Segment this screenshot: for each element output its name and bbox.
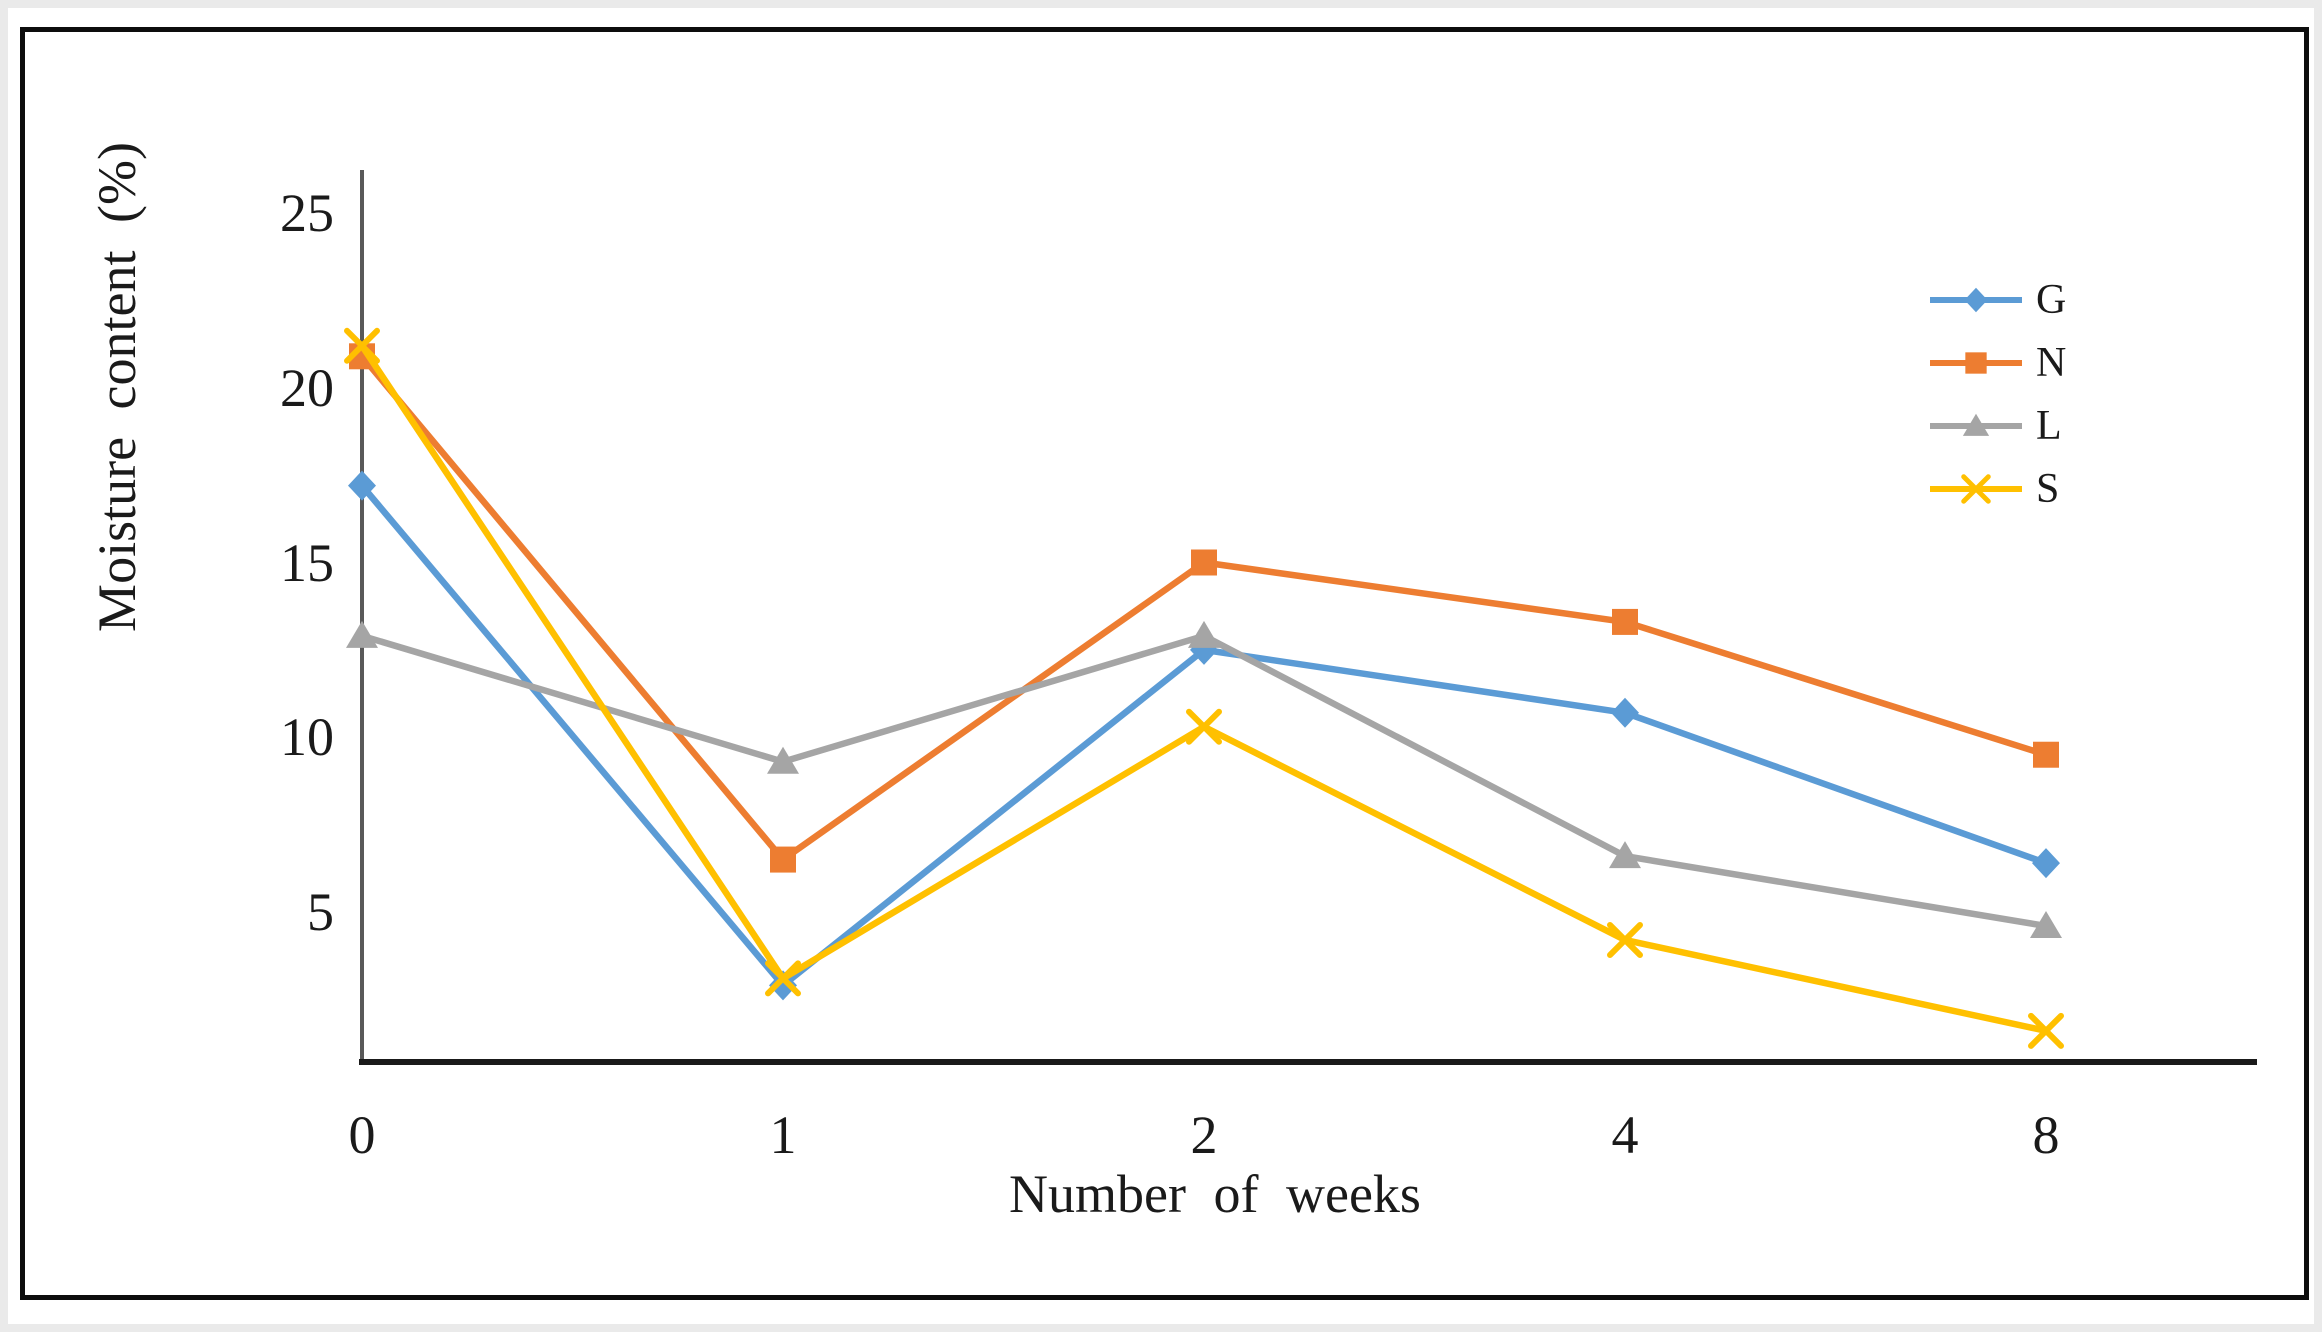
legend-key-S: [1930, 473, 2022, 504]
marker-x: [2028, 1012, 2064, 1049]
x-tick-1: 1: [769, 1105, 797, 1165]
series-S-line: [358, 342, 2050, 1035]
marker-square: [770, 846, 796, 873]
marker-diamond: [1964, 287, 1988, 312]
marker-x: [765, 960, 801, 997]
series-S: [344, 327, 2064, 1049]
x-tick-0: 0: [348, 1105, 376, 1165]
legend-label-N: N: [2036, 339, 2067, 386]
y-tick-25: 25: [280, 183, 334, 243]
legend-item-L: L: [1928, 394, 2066, 457]
marker-triangle: [2030, 910, 2062, 938]
legend-key-G: [1930, 287, 2022, 312]
marker-triangle: [1188, 620, 1220, 648]
series-G: [348, 470, 2060, 1001]
series-N: [349, 343, 2059, 873]
legend-item-S: S: [1928, 457, 2066, 520]
marker-diamond: [1611, 697, 1639, 728]
marker-diamond: [2032, 848, 2060, 879]
marker-triangle: [767, 746, 799, 774]
y-tick-5: 5: [307, 882, 334, 942]
legend-key-N: [1930, 351, 2022, 374]
series-L: [346, 620, 2062, 938]
legend-item-N: N: [1928, 331, 2066, 394]
marker-square: [1612, 608, 1638, 635]
marker-square: [2033, 741, 2059, 768]
x-axis-title: Number of weeks: [1009, 1164, 1421, 1224]
legend-label-S: S: [2036, 465, 2060, 512]
marker-x: [1607, 921, 1643, 958]
marker-triangle: [346, 620, 378, 648]
chart-frame: [20, 27, 2309, 1300]
y-axis-title: Moisture content (%): [87, 142, 147, 632]
legend: G N L S: [1928, 268, 2066, 520]
y-tick-10: 10: [280, 707, 334, 767]
y-tick-20: 20: [280, 358, 334, 418]
marker-triangle: [1609, 841, 1641, 869]
x-tick-8: 8: [2032, 1105, 2060, 1165]
marker-x: [1961, 473, 1991, 504]
marker-triangle: [1962, 413, 1990, 436]
x-tick-2: 2: [1190, 1105, 1218, 1165]
marker-diamond: [348, 470, 376, 501]
legend-key-L: [1930, 413, 2022, 436]
x-tick-4: 4: [1611, 1105, 1639, 1165]
legend-label-L: L: [2036, 402, 2062, 449]
legend-label-G: G: [2036, 276, 2067, 323]
marker-x: [1186, 708, 1222, 745]
legend-item-G: G: [1928, 268, 2066, 331]
y-tick-15: 15: [280, 533, 334, 593]
marker-square: [1191, 549, 1217, 576]
marker-square: [1965, 351, 1987, 374]
marker-x: [344, 327, 380, 364]
